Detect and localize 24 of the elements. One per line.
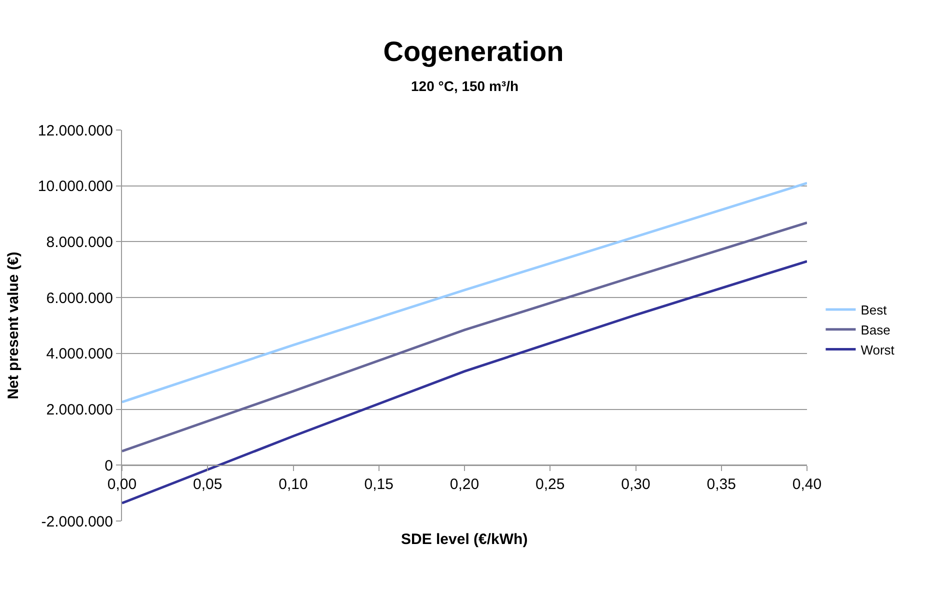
legend-label: Worst bbox=[860, 342, 895, 358]
x-tick-label: 0,00 bbox=[107, 476, 137, 494]
y-axis-title: Net present value (€) bbox=[5, 252, 22, 400]
legend-label: Best bbox=[860, 302, 888, 318]
y-tick-label: 0 bbox=[104, 457, 113, 474]
y-tick-label: 10.000.000 bbox=[38, 178, 113, 196]
y-tick-label: 2.000.000 bbox=[46, 402, 113, 419]
x-tick-label: 0,15 bbox=[364, 476, 394, 494]
x-axis-title: SDE level (€/kWh) bbox=[401, 531, 528, 548]
y-tick-label: -2.000.000 bbox=[41, 513, 113, 530]
x-tick-label: 0,10 bbox=[278, 476, 308, 494]
x-tick-label: 0,25 bbox=[536, 476, 565, 494]
legend-label: Base bbox=[860, 322, 890, 338]
x-tick-label: 0,20 bbox=[450, 476, 480, 494]
chart-title: Cogeneration bbox=[383, 36, 564, 67]
chart-subtitle: 120 °C, 150 m³/h bbox=[411, 78, 519, 94]
x-tick-label: 0,35 bbox=[706, 476, 736, 494]
y-tick-label: 4.000.000 bbox=[46, 346, 113, 363]
x-tick-label: 0,30 bbox=[621, 476, 650, 494]
y-tick-label: 12.000.000 bbox=[38, 122, 113, 140]
y-tick-label: 6.000.000 bbox=[46, 290, 113, 307]
x-tick-label: 0,40 bbox=[792, 476, 822, 494]
y-tick-label: 8.000.000 bbox=[46, 234, 113, 251]
x-tick-label: 0,05 bbox=[193, 476, 222, 494]
